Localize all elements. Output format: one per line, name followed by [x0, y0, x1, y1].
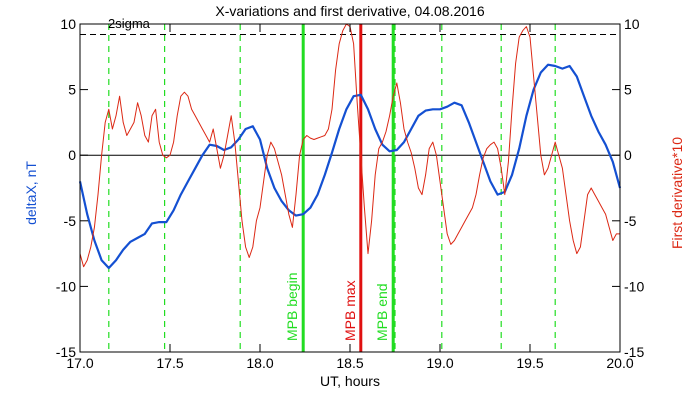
- marker-label-2: MPB end: [374, 283, 390, 341]
- y-tick-label-left-3: 0: [68, 147, 76, 163]
- y-tick-label-left-4: 5: [68, 82, 76, 98]
- x-tick-label-2: 18.0: [246, 355, 273, 371]
- x-tick-label-4: 19.0: [426, 355, 453, 371]
- y-tick-label-right-2: -5: [624, 213, 637, 229]
- y-tick-label-right-0: -15: [624, 344, 644, 360]
- y-tick-label-left-2: -5: [64, 213, 77, 229]
- y-tick-label-left-0: -15: [56, 344, 76, 360]
- x-tick-label-6: 20.0: [606, 355, 633, 371]
- y-tick-label-left-5: 10: [60, 16, 76, 32]
- marker-label-1: MPB max: [342, 280, 358, 341]
- y-axis-label-left: deltaX, nT: [23, 161, 39, 225]
- x-axis-label: UT, hours: [320, 373, 380, 389]
- y-tick-label-left-1: -10: [56, 278, 76, 294]
- y-axis-label-right: First derivative*10: [669, 137, 685, 249]
- chart-title: X-variations and first derivative, 04.08…: [215, 3, 484, 19]
- axis-layer: 17.0 17.5 18.0 18.5 19.0 19.5 20.0-15-10-50510…: [56, 16, 645, 371]
- y-tick-label-right-1: -10: [624, 278, 644, 294]
- marker-layer: MPB begin MPB max MPB end: [108, 24, 556, 352]
- x-tick-label-3: 18.5: [336, 355, 363, 371]
- marker-label-0: MPB begin: [284, 273, 300, 341]
- x-tick-label-0: 17.0: [66, 355, 93, 371]
- x-tick-label-5: 19.5: [516, 355, 543, 371]
- threshold-label: 2sigma: [108, 16, 151, 31]
- series-line-0: [78, 63, 622, 270]
- y-tick-label-right-3: 0: [624, 147, 632, 163]
- y-tick-label-right-5: 10: [624, 16, 640, 32]
- x-tick-label-1: 17.5: [156, 355, 183, 371]
- series-layer: [78, 23, 622, 270]
- y-tick-label-right-4: 5: [624, 82, 632, 98]
- series-line-1: [79, 23, 620, 268]
